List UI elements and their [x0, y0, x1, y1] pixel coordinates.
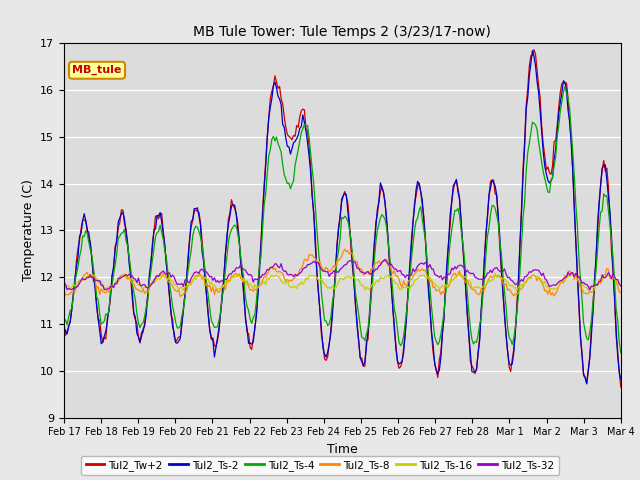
Tul2_Tw+2 — [254, 288, 262, 293]
Tul2_Ts-8 — [246, 288, 254, 293]
Tul2_Ts-16 — [617, 281, 625, 287]
Tul2_Ts-2 — [244, 340, 252, 346]
Tul2_Ts-16 — [254, 285, 262, 291]
Tul2_Tw+2 — [60, 322, 68, 327]
Tul2_Ts-8 — [129, 281, 136, 287]
Tul2_Ts-16 — [589, 285, 596, 290]
Tul2_Ts-2 — [617, 377, 625, 383]
Tul2_Ts-2 — [60, 326, 68, 332]
Tul2_Ts-4 — [561, 84, 569, 90]
Tul2_Ts-16 — [303, 277, 311, 283]
Tul2_Tw+2 — [244, 331, 252, 336]
Tul2_Ts-4 — [129, 281, 136, 287]
Tul2_Ts-32 — [254, 276, 262, 282]
Tul2_Tw+2 — [588, 326, 595, 332]
Tul2_Ts-4 — [303, 122, 311, 128]
Tul2_Ts-16 — [492, 270, 499, 276]
Y-axis label: Temperature (C): Temperature (C) — [22, 180, 35, 281]
Tul2_Ts-16 — [226, 278, 234, 284]
Tul2_Ts-8 — [617, 290, 625, 296]
Tul2_Ts-8 — [341, 246, 349, 252]
X-axis label: Time: Time — [327, 443, 358, 456]
Tul2_Ts-32 — [617, 283, 625, 289]
Tul2_Tw+2 — [530, 47, 538, 53]
Tul2_Ts-2 — [129, 289, 136, 295]
Tul2_Ts-32 — [129, 273, 136, 279]
Tul2_Ts-32 — [589, 283, 596, 289]
Tul2_Ts-8 — [305, 252, 313, 258]
Tul2_Ts-4 — [244, 308, 252, 313]
Tul2_Ts-2 — [226, 213, 234, 218]
Tul2_Ts-2 — [254, 294, 262, 300]
Tul2_Tw+2 — [129, 296, 136, 301]
Tul2_Tw+2 — [617, 384, 625, 390]
Line: Tul2_Ts-8: Tul2_Ts-8 — [64, 249, 621, 297]
Tul2_Ts-4 — [617, 350, 625, 356]
Tul2_Ts-8 — [177, 294, 184, 300]
Tul2_Ts-32 — [303, 262, 311, 267]
Tul2_Tw+2 — [303, 129, 311, 134]
Tul2_Ts-2 — [303, 139, 311, 145]
Tul2_Ts-16 — [129, 275, 136, 281]
Tul2_Ts-2 — [529, 48, 536, 54]
Tul2_Ts-2 — [589, 306, 596, 312]
Tul2_Tw+2 — [226, 210, 234, 216]
Tul2_Ts-8 — [589, 288, 596, 294]
Tul2_Ts-16 — [244, 280, 252, 286]
Tul2_Ts-2 — [583, 381, 591, 386]
Line: Tul2_Ts-16: Tul2_Ts-16 — [64, 273, 621, 291]
Line: Tul2_Ts-32: Tul2_Ts-32 — [64, 260, 621, 290]
Line: Tul2_Ts-4: Tul2_Ts-4 — [64, 87, 621, 353]
Tul2_Ts-32 — [244, 272, 252, 278]
Line: Tul2_Tw+2: Tul2_Tw+2 — [64, 50, 621, 387]
Tul2_Ts-4 — [60, 317, 68, 323]
Tul2_Ts-4 — [254, 281, 262, 287]
Text: MB_tule: MB_tule — [72, 65, 122, 75]
Tul2_Ts-16 — [513, 288, 521, 294]
Tul2_Ts-32 — [60, 281, 68, 287]
Tul2_Ts-8 — [255, 283, 263, 289]
Legend: Tul2_Tw+2, Tul2_Ts-2, Tul2_Ts-4, Tul2_Ts-8, Tul2_Ts-16, Tul2_Ts-32: Tul2_Tw+2, Tul2_Ts-2, Tul2_Ts-4, Tul2_Ts… — [81, 456, 559, 475]
Tul2_Ts-8 — [60, 289, 68, 295]
Tul2_Ts-4 — [226, 231, 234, 237]
Tul2_Ts-32 — [381, 257, 389, 263]
Tul2_Ts-8 — [228, 272, 236, 278]
Tul2_Ts-16 — [60, 285, 68, 291]
Title: MB Tule Tower: Tule Temps 2 (3/23/17-now): MB Tule Tower: Tule Temps 2 (3/23/17-now… — [193, 25, 492, 39]
Tul2_Ts-4 — [588, 318, 595, 324]
Tul2_Ts-32 — [586, 287, 594, 293]
Line: Tul2_Ts-2: Tul2_Ts-2 — [64, 51, 621, 384]
Tul2_Ts-32 — [226, 271, 234, 277]
